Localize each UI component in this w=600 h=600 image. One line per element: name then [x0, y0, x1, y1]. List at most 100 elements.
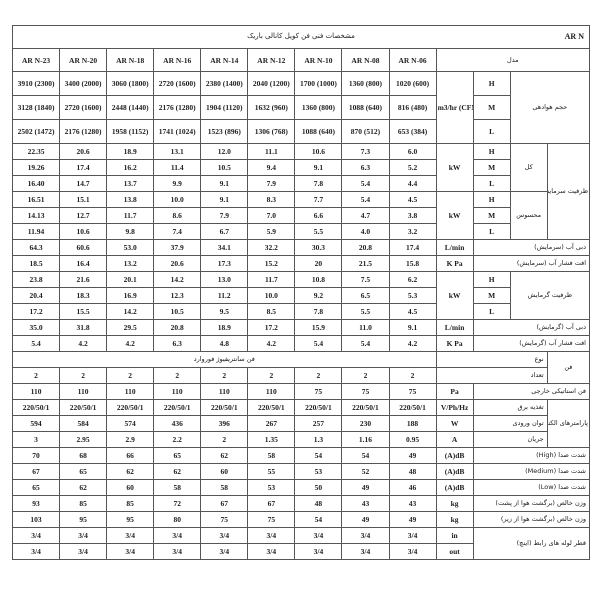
- value-cell: 6.6: [294, 207, 343, 224]
- value-cell: 2: [341, 367, 390, 384]
- value-cell: 9.1: [388, 319, 437, 336]
- value-cell: 110: [200, 383, 249, 400]
- value-cell: 13.8: [106, 191, 155, 208]
- value-cell: 3/4: [11, 527, 61, 544]
- value-cell: 22.35: [11, 143, 61, 160]
- value-cell: 6.3: [341, 159, 390, 176]
- unit-cell: W: [435, 415, 474, 432]
- value-cell: 58: [247, 447, 296, 464]
- value-cell: 6.3: [153, 335, 202, 352]
- value-cell: 53: [247, 479, 296, 496]
- level-m: M: [472, 287, 511, 304]
- value-cell: 9.8: [106, 223, 155, 240]
- value-cell: 2: [200, 367, 249, 384]
- value-cell: 43: [388, 495, 437, 512]
- label-weight-bottom: وزن خالص (برگشت هوا از زیر): [472, 511, 591, 528]
- value-cell: 49: [341, 511, 390, 528]
- model-header: AR N-06: [388, 48, 437, 72]
- value-cell: 1958 (1152): [106, 119, 155, 144]
- value-cell: 3/4: [11, 543, 61, 560]
- value-cell: 220/50/1: [153, 399, 202, 416]
- cool-sens-l-row: 11.94 10.6 9.8 7.4 6.7 5.9 5.5 4.0 3.2 L: [11, 223, 590, 240]
- value-cell: 60: [200, 463, 249, 480]
- value-cell: 62: [200, 447, 249, 464]
- value-cell: 3.2: [388, 223, 437, 240]
- value-cell: 23.8: [11, 271, 61, 288]
- value-cell: 65: [59, 463, 108, 480]
- table-title: مشخصات فنی فن کویل کانالی باریک: [247, 32, 355, 40]
- value-cell: 9.5: [200, 303, 249, 320]
- value-cell: 58: [153, 479, 202, 496]
- value-cell: 2.95: [59, 431, 108, 448]
- value-cell: 220/50/1: [200, 399, 249, 416]
- unit-cell: out: [435, 543, 474, 560]
- value-cell: 2448 (1440): [106, 95, 155, 120]
- label-heat-pressure: افت فشار آب (گرمایش): [472, 335, 591, 352]
- value-cell: 3/4: [388, 527, 437, 544]
- label-power-supply: تغذیه برق: [472, 399, 548, 416]
- value-cell: 103: [11, 511, 61, 528]
- value-cell: 2: [200, 431, 249, 448]
- series-code: AR N: [564, 32, 584, 41]
- value-cell: 5.9: [247, 223, 296, 240]
- value-cell: 7.8: [294, 303, 343, 320]
- value-cell: 3/4: [341, 543, 390, 560]
- value-cell: 267: [247, 415, 296, 432]
- value-cell: 75: [388, 383, 437, 400]
- model-header: AR N-12: [247, 48, 296, 72]
- cool-total-l-row: 16.40 14.7 13.7 9.9 9.1 7.9 7.8 5.4 4.4 L: [11, 175, 590, 192]
- value-cell: 1.35: [247, 431, 296, 448]
- value-cell: 62: [59, 479, 108, 496]
- value-cell: 6.7: [200, 223, 249, 240]
- value-cell: 257: [294, 415, 343, 432]
- value-cell: 31.8: [59, 319, 108, 336]
- airflow-l-row: 2502 (1472) 2176 (1280) 1958 (1152) 1741 (1…: [11, 119, 590, 144]
- value-cell: 5.2: [388, 159, 437, 176]
- value-cell: 2: [247, 367, 296, 384]
- value-cell: 3/4: [200, 527, 249, 544]
- value-cell: 15.5: [59, 303, 108, 320]
- value-cell: 10.0: [153, 191, 202, 208]
- value-cell: 20.4: [11, 287, 61, 304]
- value-cell: 4.0: [341, 223, 390, 240]
- value-cell: 6.2: [388, 271, 437, 288]
- value-cell: 3128 (1840): [11, 95, 61, 120]
- value-cell: 110: [106, 383, 155, 400]
- level-h: H: [472, 191, 511, 208]
- cool-pressure-row: 18.5 16.4 13.2 20.6 17.3 15.2 20 21.5 15.8 K Pa اف…: [11, 255, 591, 272]
- value-cell: 3/4: [153, 543, 202, 560]
- value-cell: 1904 (1120): [200, 95, 249, 120]
- value-cell: 43: [341, 495, 390, 512]
- value-cell: 15.9: [294, 319, 343, 336]
- value-cell: 12.3: [153, 287, 202, 304]
- value-cell: 7.4: [153, 223, 202, 240]
- value-cell: 220/50/1: [59, 399, 108, 416]
- value-cell: 3/4: [59, 543, 108, 560]
- value-cell: 2: [153, 367, 202, 384]
- value-cell: 17.2: [247, 319, 296, 336]
- noise-high-row: 70 68 66 65 62 58 54 54 49 (A)dB شدت صدا (High): [11, 447, 591, 464]
- value-cell: 3/4: [294, 527, 343, 544]
- noise-low-row: 65 62 60 58 58 53 50 49 46 (A)dB شدت صدا (Low): [11, 479, 591, 496]
- value-cell: 2: [106, 367, 155, 384]
- value-cell: 574: [106, 415, 155, 432]
- value-cell: 20.1: [106, 271, 155, 288]
- value-cell: 85: [59, 495, 108, 512]
- value-cell: 68: [59, 447, 108, 464]
- label-airflow: حجم هوادهی: [509, 71, 591, 144]
- value-cell: 54: [294, 511, 343, 528]
- value-cell: 48: [294, 495, 343, 512]
- value-cell: 34.1: [200, 239, 249, 256]
- value-cell: 4.4: [388, 175, 437, 192]
- value-cell: 16.51: [11, 191, 61, 208]
- level-l: L: [472, 223, 511, 240]
- value-cell: 21.5: [341, 255, 390, 272]
- value-cell: 230: [341, 415, 390, 432]
- value-cell: 10.6: [294, 143, 343, 160]
- value-cell: 65: [11, 479, 61, 496]
- value-cell: 75: [200, 511, 249, 528]
- value-cell: 7.3: [341, 143, 390, 160]
- label-weight-back: وزن خالص (برگشت هوا از پشت): [472, 495, 591, 512]
- label-noise-high: شدت صدا (High): [472, 447, 591, 464]
- value-cell: 816 (480): [388, 95, 437, 120]
